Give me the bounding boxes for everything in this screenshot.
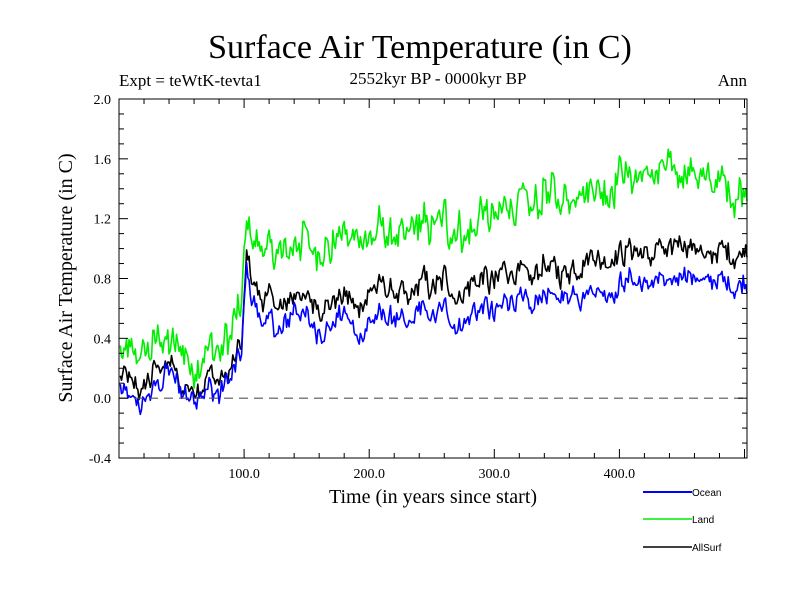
- series-line-land: [119, 148, 748, 389]
- x-axis-label: Time (in years since start): [329, 486, 537, 508]
- chart-title: Surface Air Temperature (in C): [208, 29, 632, 66]
- y-tick-label: 1.6: [94, 153, 112, 168]
- season-label: Ann: [718, 71, 748, 90]
- y-tick-label: 2.0: [94, 93, 112, 108]
- y-tick-label: 0.8: [94, 273, 112, 288]
- y-tick-label: 0.0: [94, 392, 112, 407]
- plot-frame: [118, 98, 748, 459]
- x-tick-label: 400.0: [604, 467, 636, 482]
- legend-label-ocean: Ocean: [692, 488, 721, 499]
- legend: Ocean Land AllSurf: [643, 488, 722, 554]
- x-tick-label: 200.0: [353, 467, 385, 482]
- legend-item-allsurf: AllSurf: [643, 543, 722, 554]
- legend-label-allsurf: AllSurf: [692, 543, 722, 554]
- axis-ticks: 100.0 200.0 300.0 400.0 -0.4 0.0 0.4 0.8 1.2 1.6 2…: [89, 93, 747, 482]
- legend-item-ocean: Ocean: [643, 488, 721, 499]
- y-tick-label: -0.4: [89, 452, 111, 467]
- experiment-label: Expt = teWtK-tevta1: [119, 71, 262, 90]
- y-tick-label: 0.4: [94, 332, 112, 347]
- x-tick-label: 300.0: [479, 467, 511, 482]
- chart-subtitle: 2552kyr BP - 0000kyr BP: [350, 69, 527, 88]
- series-line-ocean: [119, 261, 748, 416]
- series-layer: [119, 148, 748, 416]
- y-tick-label: 1.2: [94, 213, 112, 228]
- x-tick-label: 100.0: [228, 467, 260, 482]
- y-axis-label: Surface Air Temperature (in C): [55, 153, 77, 402]
- legend-item-land: Land: [643, 515, 714, 526]
- legend-label-land: Land: [692, 515, 714, 526]
- series-line-allsurf: [119, 235, 748, 401]
